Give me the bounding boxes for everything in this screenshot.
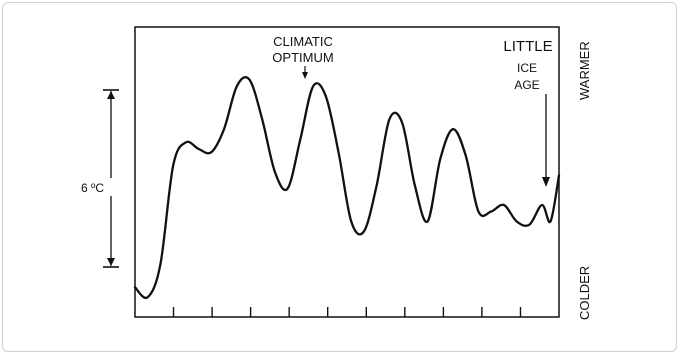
figure-frame [2, 2, 677, 352]
y-label-warmer: WARMER [577, 41, 592, 100]
little-ice-age-annotation: LITTLE ICE AGE [503, 38, 553, 187]
temperature-curve [133, 76, 561, 300]
little-ice-age-label-line3: AGE [514, 78, 539, 92]
climatic-optimum-label-line1: CLIMATIC [273, 34, 333, 49]
little-ice-age-arrowhead [542, 177, 550, 187]
climatic-optimum-annotation: CLIMATIC OPTIMUM [272, 34, 334, 79]
scale-arrow-down [107, 258, 115, 266]
scale-arrow-up [107, 91, 115, 99]
plot-border [134, 26, 560, 318]
climatic-optimum-label-line2: OPTIMUM [272, 50, 333, 65]
little-ice-age-label-line1: LITTLE [503, 38, 552, 55]
climatic-optimum-arrowhead [302, 72, 308, 79]
little-ice-age-label-line2: ICE [517, 61, 537, 75]
x-axis-ticks [172, 307, 522, 317]
y-label-colder: COLDER [577, 266, 592, 320]
scale-label: 6 ºC [81, 181, 104, 195]
temperature-scale: 6 ºC [81, 89, 119, 268]
